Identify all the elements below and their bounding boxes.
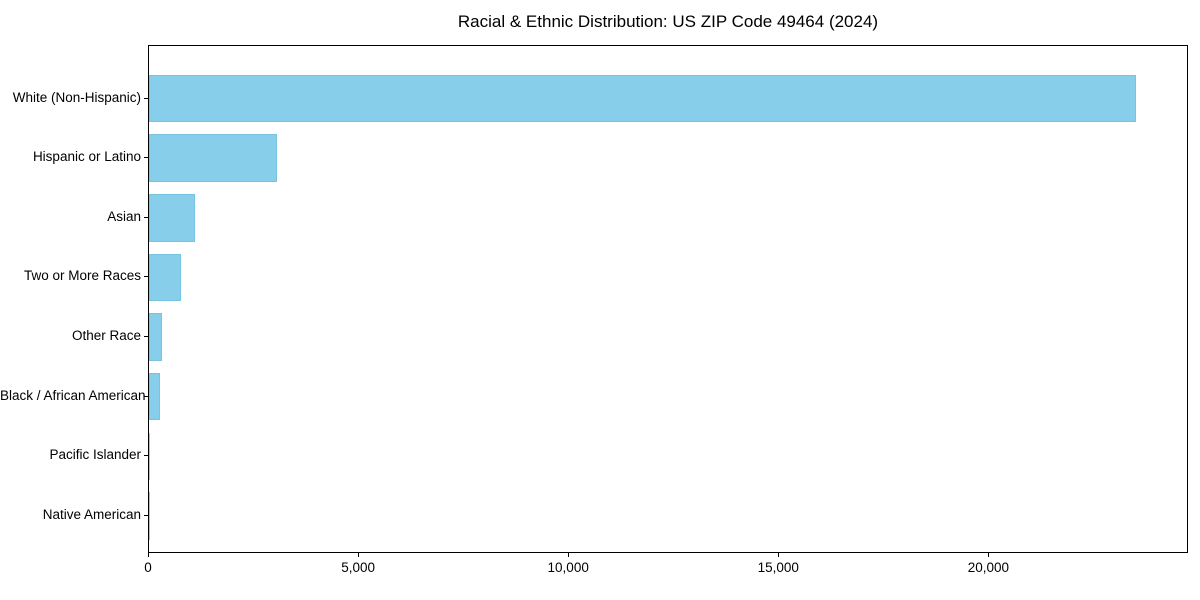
- y-axis-tick: [144, 276, 148, 278]
- bar: [149, 253, 181, 302]
- y-axis-tick: [144, 514, 148, 516]
- bar: [149, 194, 196, 242]
- y-axis-category-label: Two or More Races: [23, 268, 141, 284]
- y-axis-category-label: Native American: [42, 506, 141, 522]
- x-axis-tick-label: 5,000: [341, 560, 375, 575]
- y-axis-tick: [144, 157, 148, 159]
- y-axis-category-label: Other Race: [71, 328, 141, 344]
- y-axis-category-label: White (Non-Hispanic): [12, 89, 141, 105]
- chart-title: Racial & Ethnic Distribution: US ZIP Cod…: [457, 12, 879, 31]
- y-axis-tick: [144, 336, 148, 338]
- plot-area: [148, 45, 1188, 553]
- x-axis-tick-label: 0: [144, 560, 152, 575]
- x-axis-tick-label: 15,000: [757, 560, 799, 575]
- bar: [149, 74, 1137, 123]
- y-axis-category-label: Black / African American: [0, 387, 146, 403]
- x-axis-tick-label: 10,000: [547, 560, 589, 575]
- x-axis-tick: [988, 553, 990, 557]
- y-axis-tick: [144, 395, 148, 397]
- y-axis-tick: [144, 97, 148, 99]
- x-axis-tick: [148, 553, 149, 557]
- y-axis-category-label: Pacific Islander: [49, 447, 141, 463]
- y-axis-category-label: Hispanic or Latino: [32, 149, 141, 165]
- bar: [149, 372, 160, 421]
- bar: [149, 134, 278, 182]
- y-axis-category-label: Asian: [107, 208, 141, 224]
- x-axis-tick: [778, 553, 780, 557]
- bar: [149, 313, 162, 361]
- x-axis-tick: [358, 553, 360, 557]
- x-axis-tick-label: 20,000: [967, 560, 1010, 575]
- y-axis-tick: [144, 455, 148, 457]
- x-axis-tick: [568, 553, 570, 557]
- y-axis-tick: [144, 216, 148, 218]
